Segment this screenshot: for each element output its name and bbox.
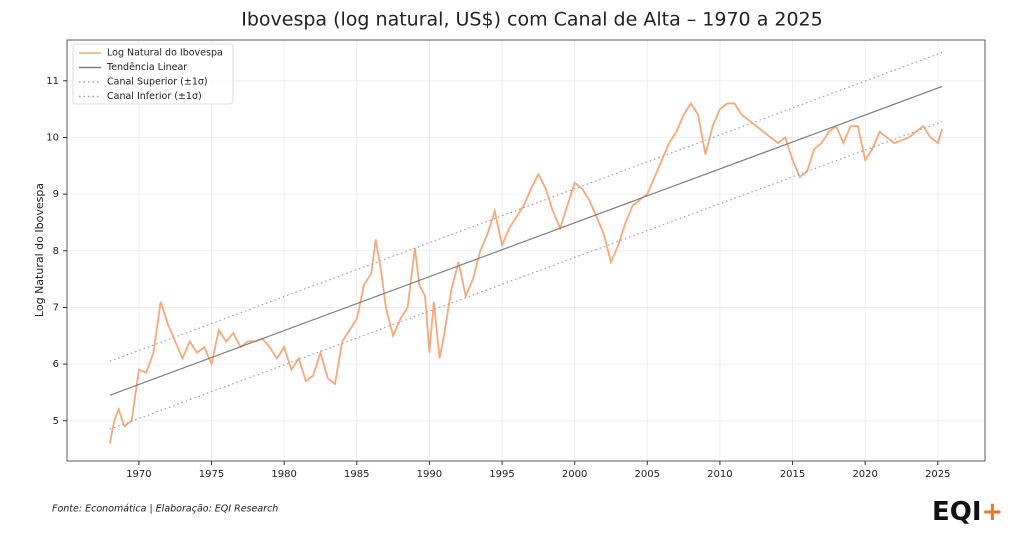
x-tick-label: 1985	[344, 469, 369, 480]
logo: EQI+	[932, 497, 1003, 527]
series-line	[109, 51, 943, 362]
x-tick-label: 2025	[925, 469, 950, 480]
x-tick-label: 2020	[852, 469, 877, 480]
legend-label: Canal Superior (±1σ)	[107, 77, 208, 88]
x-tick-label: 2010	[707, 469, 732, 480]
y-tick-label: 10	[46, 132, 59, 143]
y-tick-label: 7	[53, 302, 59, 313]
y-tick-label: 6	[53, 359, 59, 370]
y-tick-label: 5	[53, 416, 59, 427]
legend-label: Log Natural do Ibovespa	[107, 48, 223, 59]
series-line	[108, 101, 944, 444]
x-tick-label: 2000	[562, 469, 587, 480]
x-tick-label: 2005	[635, 469, 660, 480]
y-tick-label: 9	[53, 189, 59, 200]
x-tick-label: 2015	[780, 469, 805, 480]
source-note: Fonte: Economática | Elaboração: EQI Res…	[52, 504, 278, 515]
y-axis-label: Log Natural do Ibovespa	[33, 183, 46, 317]
logo-text: EQI	[932, 497, 982, 527]
y-tick-label: 11	[46, 76, 59, 87]
x-tick-label: 1975	[199, 469, 224, 480]
chart-title: Ibovespa (log natural, US$) com Canal de…	[241, 9, 822, 31]
y-tick-label: 8	[53, 246, 59, 257]
plot-frame	[66, 39, 986, 462]
series-line	[109, 121, 943, 430]
logo-plus: +	[982, 497, 1004, 527]
legend-box	[72, 43, 234, 105]
legend-label: Tendência Linear	[106, 62, 187, 73]
x-tick-label: 1995	[489, 469, 514, 480]
series-line	[109, 85, 943, 396]
legend-label: Canal Inferior (±1σ)	[107, 91, 202, 102]
x-tick-label: 1970	[126, 469, 151, 480]
x-tick-label: 1990	[417, 469, 442, 480]
x-tick-label: 1980	[271, 469, 296, 480]
